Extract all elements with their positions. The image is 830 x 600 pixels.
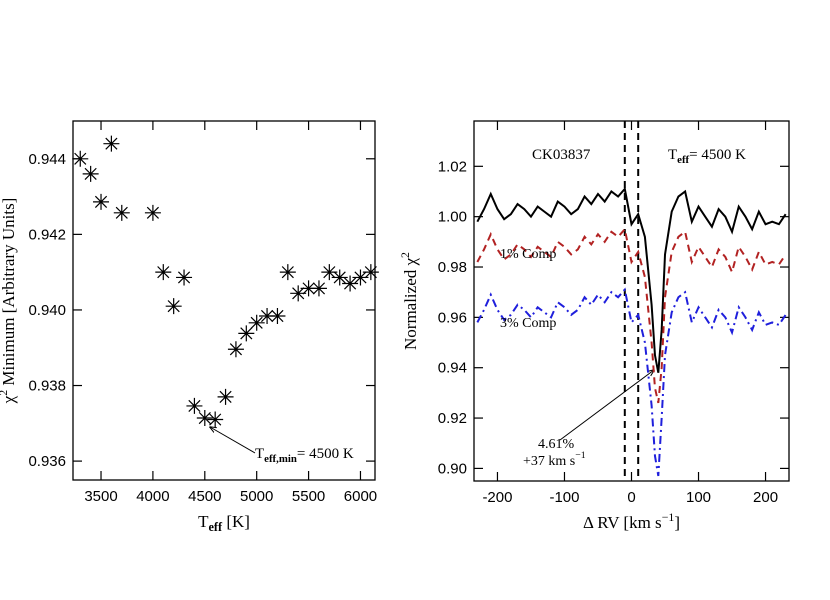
x-axis-label-sub: eff <box>208 520 223 534</box>
asterisk-marker <box>310 280 327 297</box>
asterisk-marker <box>290 285 307 302</box>
x-axis-label-part: ] <box>674 513 680 532</box>
y-tick-label: 1.00 <box>438 209 467 226</box>
asterisk-marker <box>144 204 161 221</box>
plot-frame <box>72 120 376 481</box>
asterisk-marker <box>165 298 182 315</box>
y-tick-label: 0.96 <box>438 309 467 326</box>
asterisk-marker <box>113 204 130 221</box>
asterisk-marker <box>269 307 286 324</box>
x-tick-label: 100 <box>686 489 711 506</box>
y-axis-label-part: χ <box>0 395 18 404</box>
asterisk-marker <box>321 264 338 281</box>
annotation: Teff= 4500 K <box>668 147 746 166</box>
series-label: 3% Comp <box>500 316 556 331</box>
annotation-part: T <box>668 147 677 163</box>
plot-frame <box>473 120 790 482</box>
asterisk-marker <box>93 193 110 210</box>
x-tick-label: 5500 <box>292 488 325 505</box>
series-line <box>476 227 787 404</box>
x-tick-label: 200 <box>753 489 778 506</box>
asterisk-marker <box>238 325 255 342</box>
annotation-sub: eff <box>677 154 689 166</box>
annotation-sup: −1 <box>575 450 586 461</box>
annotation-part: = 4500 K <box>689 147 746 163</box>
asterisk-marker <box>176 269 193 286</box>
chart: -200 -100 0 100 200 0.90 0.92 0.94 0.96 0.98 1.00 1… <box>398 120 790 532</box>
annotation-part: T <box>255 446 264 462</box>
y-tick-label: 0.940 <box>28 302 66 319</box>
asterisk-marker <box>259 307 276 324</box>
y-tick-label: 0.98 <box>438 259 467 276</box>
y-tick-label: 0.936 <box>28 453 66 470</box>
x-tick-label: 0 <box>627 489 635 506</box>
annotation-part: = 4500 K <box>297 446 354 462</box>
y-axis-label-sup: 2 <box>398 252 412 258</box>
x-tick-label: 3500 <box>84 488 117 505</box>
asterisk-marker <box>186 397 203 414</box>
asterisk-marker <box>155 264 172 281</box>
y-tick-label: 0.938 <box>28 378 66 395</box>
asterisk-marker <box>279 264 296 281</box>
y-tick-label: 1.02 <box>438 158 467 175</box>
series-label: 1% Comp <box>500 247 556 262</box>
series-line <box>476 186 787 373</box>
x-axis-label-part: Δ RV [km s <box>583 513 662 532</box>
plot-area <box>476 121 787 481</box>
y-axis-label-part: Normalized χ <box>401 258 420 350</box>
x-axis-label: Δ RV [km s−1] <box>583 510 680 532</box>
asterisk-marker <box>207 411 224 428</box>
asterisk-marker <box>300 280 317 297</box>
asterisk-marker <box>362 264 379 281</box>
x-tick-label: 5000 <box>240 488 273 505</box>
annotation-arrow <box>559 370 654 441</box>
x-axis-label: Teff [K] <box>198 512 250 534</box>
annotation: +37 km s−1 <box>523 450 586 469</box>
x-tick-label: -200 <box>482 489 512 506</box>
annotation: CK03837 <box>532 147 591 163</box>
y-tick-label: 0.942 <box>28 226 66 243</box>
y-axis-label-part: Minimum [Arbitrary Units] <box>0 198 18 390</box>
y-axis-label-sup: 2 <box>0 390 10 396</box>
x-axis-label-part: T <box>198 512 209 531</box>
x-tick-label: 6000 <box>344 488 377 505</box>
annotation-arrow <box>210 427 256 454</box>
asterisk-marker <box>217 388 234 405</box>
y-axis-label: χ2 Minimum [Arbitrary Units] <box>0 198 18 405</box>
asterisk-marker <box>248 314 265 331</box>
x-axis-label-part: [K] <box>222 512 250 531</box>
series-line <box>476 287 787 477</box>
asterisk-marker <box>72 150 89 167</box>
y-axis-label: Normalized χ2 <box>398 252 420 350</box>
asterisk-marker <box>331 269 348 286</box>
y-tick-label: 0.90 <box>438 460 467 477</box>
annotation: 4.61% <box>538 437 575 452</box>
asterisk-marker <box>103 135 120 152</box>
chart: 3500 4000 4500 5000 5500 6000 0.936 0.938 0.940 0… <box>0 120 379 534</box>
asterisk-marker <box>227 341 244 358</box>
y-tick-label: 0.92 <box>438 410 467 427</box>
asterisk-marker <box>352 269 369 286</box>
y-tick-label: 0.944 <box>28 151 66 168</box>
x-tick-label: 4000 <box>136 488 169 505</box>
asterisk-marker <box>196 410 213 427</box>
x-tick-label: 4500 <box>188 488 221 505</box>
y-tick-label: 0.94 <box>438 360 467 377</box>
asterisk-marker <box>342 275 359 292</box>
annotation-part: +37 km s <box>523 454 575 469</box>
annotation: Teff,min= 4500 K <box>255 446 354 465</box>
x-axis-label-sup: −1 <box>662 510 675 524</box>
asterisk-marker <box>82 165 99 182</box>
annotation-sub: eff,min <box>264 453 297 465</box>
x-tick-label: -100 <box>549 489 579 506</box>
